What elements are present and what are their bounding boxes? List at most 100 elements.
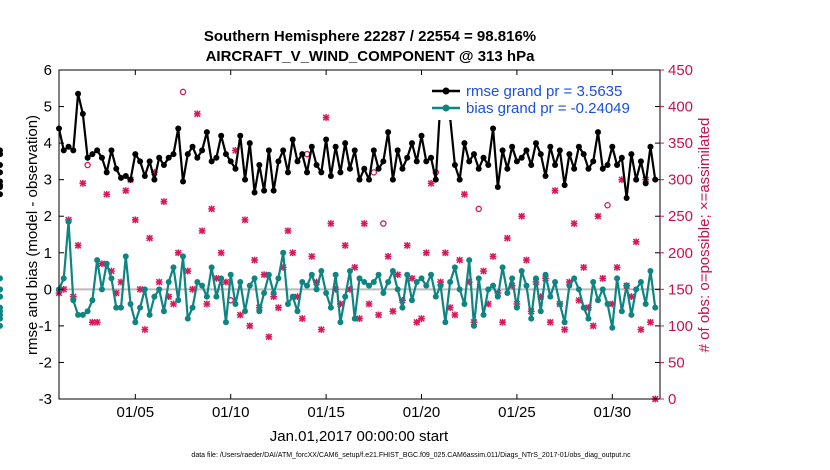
obs-assimilated-marker xyxy=(308,253,316,260)
bias-point xyxy=(466,257,473,264)
rmse-point xyxy=(256,162,263,169)
bias-point xyxy=(232,300,239,307)
obs-assimilated-marker xyxy=(198,227,206,235)
rmse-point xyxy=(327,173,334,180)
y-axis-label: rmse and bias (model - observation) xyxy=(24,115,41,355)
bias-point xyxy=(566,282,573,289)
bias-point xyxy=(614,275,621,282)
bias-point xyxy=(141,286,148,293)
rmse-point xyxy=(361,165,368,172)
obs-assimilated-marker xyxy=(518,212,526,220)
rmse-point xyxy=(308,143,315,150)
obs-assimilated-marker xyxy=(103,190,111,198)
rmse-point xyxy=(571,165,578,172)
obs-assimilated-marker xyxy=(389,307,397,315)
bias-point xyxy=(523,282,530,289)
rmse-point xyxy=(60,147,67,154)
bias-point xyxy=(156,286,163,293)
rmse-point xyxy=(642,180,649,187)
bias-point xyxy=(137,304,144,311)
rmse-point xyxy=(385,129,392,136)
obs-assimilated-marker xyxy=(427,179,435,187)
rmse-point xyxy=(523,147,530,154)
obs-assimilated-marker xyxy=(394,271,402,279)
bias-point xyxy=(151,293,158,300)
bias-point xyxy=(552,279,559,286)
obs-assimilated-marker xyxy=(146,234,154,242)
obs-assimilated-marker xyxy=(384,253,392,260)
rmse-point xyxy=(528,162,535,169)
rmse-point xyxy=(199,147,206,154)
rmse-point xyxy=(246,140,253,147)
bias-point xyxy=(571,275,578,282)
bias-point xyxy=(361,279,368,286)
bias-point xyxy=(389,268,396,275)
rmse-point xyxy=(518,154,525,161)
rmse-point xyxy=(242,176,249,183)
obs-assimilated-marker xyxy=(523,256,530,264)
rmse-point xyxy=(184,151,191,158)
bias-point xyxy=(0,275,3,282)
rmse-point xyxy=(504,165,511,172)
rmse-point xyxy=(561,182,568,189)
obs-assimilated-marker xyxy=(265,333,273,341)
rmse-point xyxy=(89,151,96,158)
bias-point xyxy=(351,315,358,322)
rmse-point xyxy=(0,183,3,190)
obs-assimilated-marker xyxy=(189,285,196,293)
obs-assimilated-marker xyxy=(503,234,511,242)
obs-assimilated-marker xyxy=(341,242,349,249)
obs-assimilated-marker xyxy=(441,249,449,257)
rmse-point xyxy=(399,165,406,172)
bias-point xyxy=(628,311,635,318)
rmse-point xyxy=(208,158,215,165)
obs-assimilated-marker xyxy=(594,212,602,220)
obs-assimilated-marker xyxy=(284,227,292,235)
bias-point xyxy=(0,315,3,322)
bias-point xyxy=(590,279,597,286)
obs-assimilated-marker xyxy=(408,274,416,282)
bias-point xyxy=(256,308,263,315)
rmse-point xyxy=(423,158,430,165)
bias-point xyxy=(103,260,110,267)
rmse-point xyxy=(542,173,549,180)
plot-area xyxy=(0,69,661,403)
obs-assimilated-marker xyxy=(203,300,211,308)
bias-point xyxy=(265,271,272,278)
rmse-point xyxy=(623,194,630,201)
rmse-point xyxy=(261,187,268,194)
rmse-point xyxy=(351,147,358,154)
rmse-point xyxy=(413,158,420,165)
bias-point xyxy=(0,286,3,293)
rmse-point xyxy=(299,151,306,158)
rmse-point xyxy=(156,154,163,161)
obs-assimilated-marker xyxy=(74,242,82,249)
obs-assimilated-marker xyxy=(451,311,459,319)
obs-assimilated-marker xyxy=(131,216,139,224)
chart-title-line1: Southern Hemisphere 22287 / 22554 = 98.8… xyxy=(204,28,536,45)
obs-assimilated-marker xyxy=(489,253,497,260)
obs-assimilated-marker xyxy=(155,278,163,286)
obs-assimilated-marker xyxy=(403,242,411,249)
obs-assimilated-marker xyxy=(632,238,640,246)
rmse-point xyxy=(594,129,601,136)
y-tick-label: -3 xyxy=(39,391,52,408)
obs-possible-marker xyxy=(380,220,387,227)
rmse-point xyxy=(456,176,463,183)
bias-point xyxy=(323,289,330,296)
rmse-point xyxy=(122,173,129,180)
bias-point xyxy=(75,311,82,318)
rmse-point xyxy=(280,147,287,154)
obs-assimilated-marker xyxy=(499,318,506,326)
rmse-point xyxy=(342,140,349,147)
bias-point xyxy=(337,319,344,326)
legend-rmse-marker xyxy=(442,87,450,95)
y2-tick-label: 0 xyxy=(668,391,676,408)
rmse-point xyxy=(289,136,296,143)
bias-point xyxy=(504,289,511,296)
obs-assimilated-marker xyxy=(613,264,621,271)
bias-point xyxy=(642,300,649,307)
bias-point xyxy=(261,289,268,296)
bias-point xyxy=(127,300,134,307)
